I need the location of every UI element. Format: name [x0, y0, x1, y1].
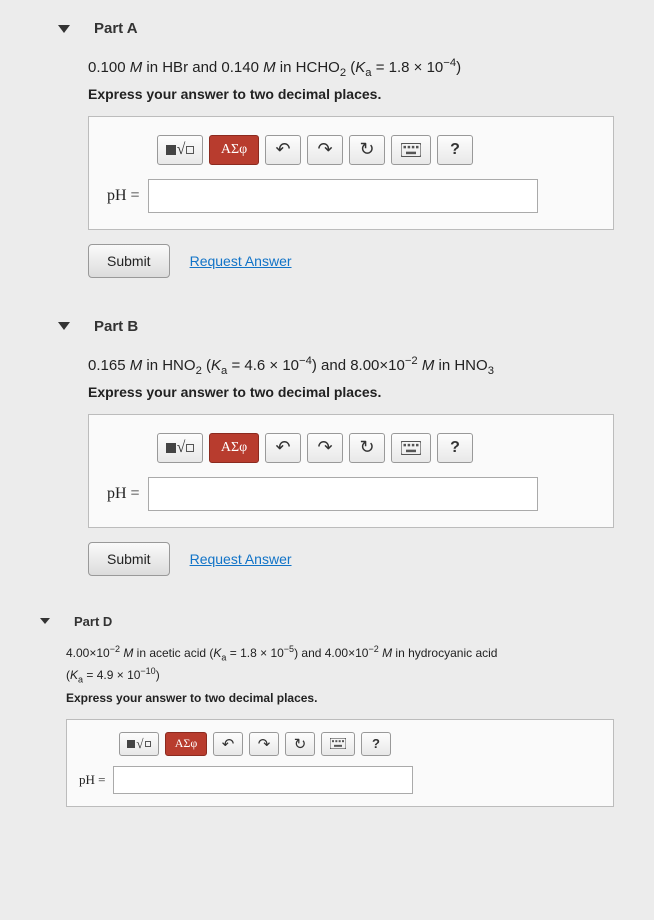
part-a-body: 0.100 M in HBr and 0.140 M in HCHO2 (Ka …	[0, 47, 654, 278]
answer-row-d: pH =	[79, 766, 601, 794]
ph-label-d: pH =	[79, 772, 105, 788]
ph-input-a[interactable]	[148, 179, 538, 213]
part-b-title: Part B	[94, 318, 138, 335]
keyboard-icon	[401, 143, 421, 157]
answer-row-a: pH =	[107, 179, 595, 213]
ph-label-a: pH =	[107, 187, 140, 205]
template-button[interactable]: √	[157, 135, 203, 165]
part-a-instruction: Express your answer to two decimal place…	[88, 86, 614, 102]
ph-label-b: pH =	[107, 485, 140, 503]
part-b-instruction: Express your answer to two decimal place…	[88, 384, 614, 400]
greek-button[interactable]: ΑΣφ	[209, 135, 259, 165]
part-a-title: Part A	[94, 20, 138, 37]
part-b-section: Part B 0.165 M in HNO2 (Ka = 4.6 × 10−4)…	[0, 298, 654, 596]
undo-button[interactable]: ↶	[265, 135, 301, 165]
ph-input-d[interactable]	[113, 766, 413, 794]
part-d-header[interactable]: Part D	[0, 606, 654, 637]
help-button[interactable]: ?	[437, 433, 473, 463]
reset-button[interactable]: ↻	[349, 135, 385, 165]
actions-b: Submit Request Answer	[88, 542, 614, 576]
answer-box-a: √ ΑΣφ ↶ ↷ ↻ ? pH =	[88, 116, 614, 230]
keyboard-icon	[330, 738, 346, 749]
part-d-title: Part D	[74, 614, 112, 629]
request-answer-link-a[interactable]: Request Answer	[190, 253, 292, 269]
chevron-down-icon	[58, 322, 70, 330]
redo-button[interactable]: ↷	[307, 433, 343, 463]
answer-box-b: √ ΑΣφ ↶ ↷ ↻ ? pH =	[88, 414, 614, 528]
part-d-instruction: Express your answer to two decimal place…	[66, 691, 614, 705]
submit-button-a[interactable]: Submit	[88, 244, 170, 278]
actions-a: Submit Request Answer	[88, 244, 614, 278]
answer-row-b: pH =	[107, 477, 595, 511]
submit-button-b[interactable]: Submit	[88, 542, 170, 576]
greek-button[interactable]: ΑΣφ	[209, 433, 259, 463]
part-b-header[interactable]: Part B	[0, 308, 654, 345]
redo-button[interactable]: ↷	[249, 732, 279, 756]
part-a-section: Part A 0.100 M in HBr and 0.140 M in HCH…	[0, 0, 654, 298]
undo-button[interactable]: ↶	[265, 433, 301, 463]
chevron-down-icon	[40, 618, 50, 624]
ph-input-b[interactable]	[148, 477, 538, 511]
keyboard-icon	[401, 441, 421, 455]
toolbar-a: √ ΑΣφ ↶ ↷ ↻ ?	[107, 135, 595, 165]
part-b-body: 0.165 M in HNO2 (Ka = 4.6 × 10−4) and 8.…	[0, 345, 654, 576]
part-d-question: 4.00×10−2 M in acetic acid (Ka = 1.8 × 1…	[66, 643, 614, 687]
part-d-section: Part D 4.00×10−2 M in acetic acid (Ka = …	[0, 596, 654, 841]
template-button[interactable]: √	[119, 732, 159, 756]
answer-box-d: √ ΑΣφ ↶ ↷ ↻ ? pH =	[66, 719, 614, 807]
keyboard-button[interactable]	[321, 732, 355, 756]
keyboard-button[interactable]	[391, 135, 431, 165]
toolbar-b: √ ΑΣφ ↶ ↷ ↻ ?	[107, 433, 595, 463]
reset-button[interactable]: ↻	[349, 433, 385, 463]
greek-button[interactable]: ΑΣφ	[165, 732, 207, 756]
keyboard-button[interactable]	[391, 433, 431, 463]
request-answer-link-b[interactable]: Request Answer	[190, 551, 292, 567]
help-button[interactable]: ?	[361, 732, 391, 756]
toolbar-d: √ ΑΣφ ↶ ↷ ↻ ?	[79, 732, 601, 756]
help-button[interactable]: ?	[437, 135, 473, 165]
part-b-question: 0.165 M in HNO2 (Ka = 4.6 × 10−4) and 8.…	[88, 353, 614, 380]
part-a-question: 0.100 M in HBr and 0.140 M in HCHO2 (Ka …	[88, 55, 614, 82]
part-d-body: 4.00×10−2 M in acetic acid (Ka = 1.8 × 1…	[0, 637, 654, 807]
chevron-down-icon	[58, 25, 70, 33]
part-a-header[interactable]: Part A	[0, 10, 654, 47]
reset-button[interactable]: ↻	[285, 732, 315, 756]
undo-button[interactable]: ↶	[213, 732, 243, 756]
template-button[interactable]: √	[157, 433, 203, 463]
redo-button[interactable]: ↷	[307, 135, 343, 165]
